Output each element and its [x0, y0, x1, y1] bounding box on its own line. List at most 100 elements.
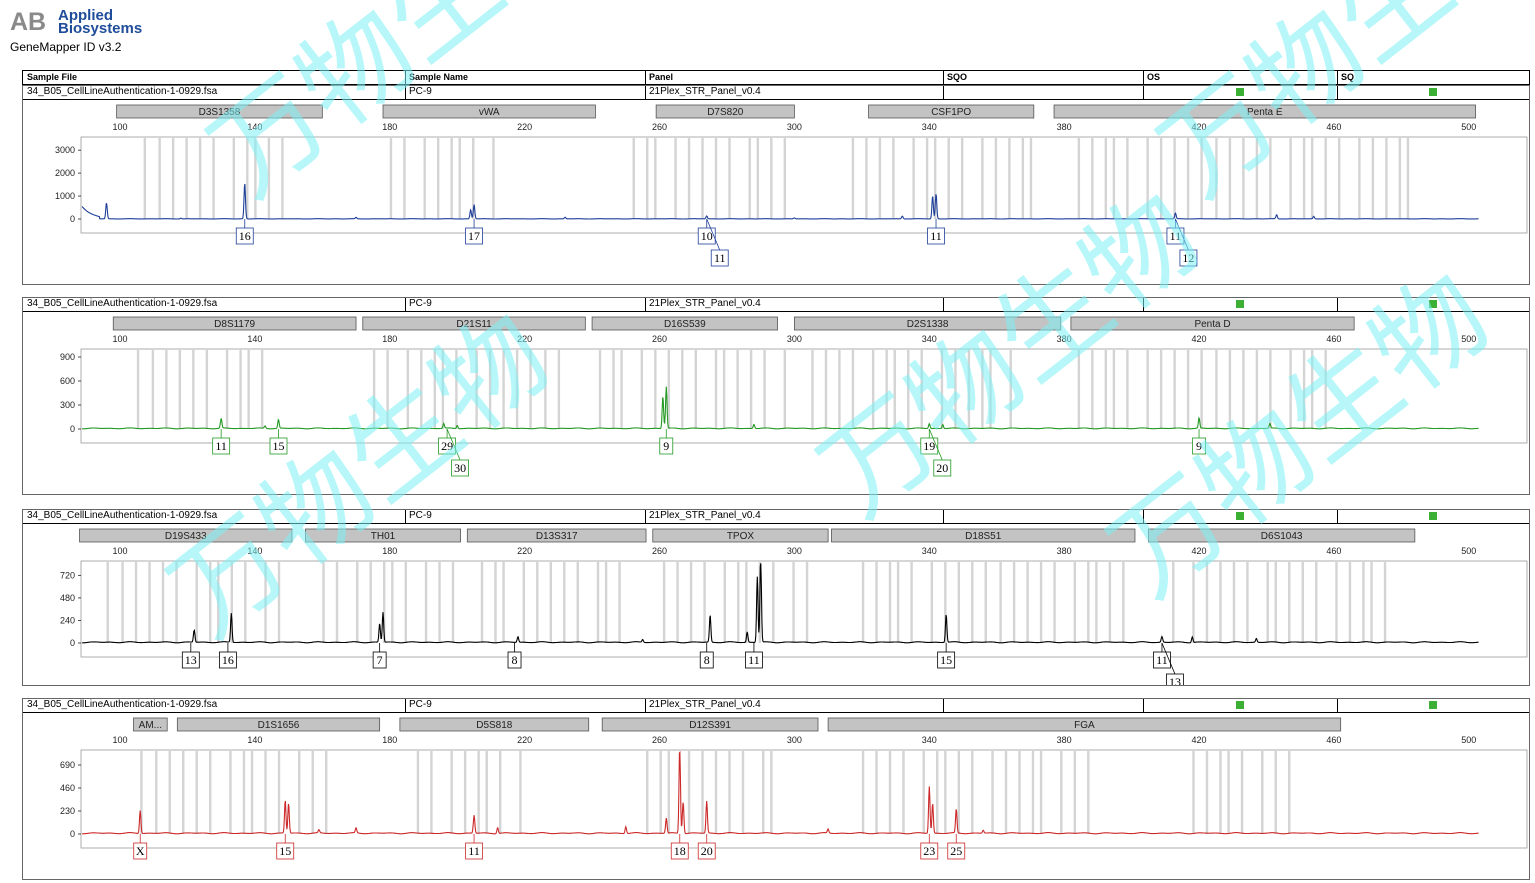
marker-bar[interactable]	[79, 528, 293, 543]
marker-bar[interactable]	[1070, 316, 1355, 331]
allele-call-label[interactable]: 23	[923, 844, 935, 858]
allele-call-box[interactable]	[1179, 249, 1198, 267]
allele-call-label[interactable]: 25	[950, 844, 962, 858]
allele-call-label[interactable]: 11	[930, 229, 942, 243]
marker-bar[interactable]	[112, 316, 357, 331]
marker-label[interactable]: TPOX	[727, 531, 755, 542]
allele-call-box[interactable]	[933, 459, 952, 477]
marker-bar[interactable]	[601, 717, 819, 732]
marker-bar[interactable]	[362, 316, 586, 331]
marker-bar[interactable]	[305, 528, 461, 543]
allele-call-label[interactable]: 13	[185, 653, 197, 667]
marker-label[interactable]: D1S1656	[258, 720, 300, 731]
allele-call-box[interactable]	[465, 842, 483, 860]
marker-label[interactable]: vWA	[479, 107, 500, 118]
allele-call-box[interactable]	[276, 842, 295, 860]
marker-label[interactable]: D18S51	[965, 531, 1002, 542]
marker-label[interactable]: D6S1043	[1261, 531, 1303, 542]
marker-label[interactable]: Penta D	[1194, 319, 1230, 330]
column-sample-file[interactable]: Sample File	[27, 72, 78, 82]
marker-label[interactable]: D12S391	[689, 720, 731, 731]
allele-call-label[interactable]: 19	[923, 439, 935, 453]
allele-call-box[interactable]	[697, 227, 716, 245]
marker-label[interactable]: TH01	[371, 531, 396, 542]
os-quality-flag[interactable]	[1236, 300, 1244, 308]
allele-call-box[interactable]	[219, 651, 237, 669]
allele-call-label[interactable]: 17	[468, 229, 480, 243]
allele-call-box[interactable]	[235, 227, 254, 245]
allele-call-label[interactable]: 20	[936, 461, 948, 475]
marker-bar[interactable]	[652, 528, 829, 543]
sq-quality-flag[interactable]	[1429, 512, 1437, 520]
allele-call-label[interactable]: 10	[701, 229, 713, 243]
os-quality-flag[interactable]	[1236, 701, 1244, 709]
allele-call-box[interactable]	[451, 459, 469, 477]
allele-call-box[interactable]	[670, 842, 689, 860]
marker-bar[interactable]	[133, 717, 168, 732]
marker-bar[interactable]	[831, 528, 1136, 543]
allele-call-box[interactable]	[1166, 673, 1184, 685]
allele-call-label[interactable]: 13	[1169, 675, 1181, 685]
allele-call-label[interactable]: 8	[512, 653, 518, 667]
allele-call-label[interactable]: 9	[1196, 439, 1202, 453]
allele-call-box[interactable]	[659, 437, 674, 455]
allele-call-box[interactable]	[927, 227, 945, 245]
allele-call-label[interactable]: 11	[1156, 653, 1168, 667]
allele-call-label[interactable]: 11	[748, 653, 760, 667]
sq-quality-flag[interactable]	[1429, 701, 1437, 709]
marker-bar[interactable]	[655, 104, 795, 119]
marker-bar[interactable]	[591, 316, 778, 331]
marker-bar[interactable]	[116, 104, 323, 119]
marker-bar[interactable]	[827, 717, 1342, 732]
allele-call-label[interactable]: 29	[441, 439, 453, 453]
allele-call-box[interactable]	[920, 842, 939, 860]
column-panel[interactable]: Panel	[649, 72, 674, 82]
allele-call-box[interactable]	[269, 437, 288, 455]
allele-call-box[interactable]	[465, 227, 483, 245]
marker-label[interactable]: D3S1358	[199, 107, 241, 118]
allele-call-label[interactable]: 8	[704, 653, 710, 667]
allele-call-box[interactable]	[710, 249, 729, 267]
marker-label[interactable]: AM...	[139, 720, 162, 731]
marker-bar[interactable]	[1148, 528, 1416, 543]
marker-label[interactable]: D16S539	[664, 319, 706, 330]
marker-label[interactable]: D7S820	[707, 107, 744, 118]
marker-bar[interactable]	[1053, 104, 1476, 119]
allele-call-box[interactable]	[133, 842, 148, 860]
marker-label[interactable]: D13S317	[536, 531, 578, 542]
column-sq[interactable]: SQ	[1341, 72, 1355, 82]
allele-call-label[interactable]: 20	[701, 844, 713, 858]
os-quality-flag[interactable]	[1236, 88, 1244, 96]
allele-call-box[interactable]	[937, 651, 956, 669]
allele-call-box[interactable]	[1192, 437, 1206, 455]
allele-call-box[interactable]	[1153, 651, 1171, 669]
allele-call-box[interactable]	[181, 651, 200, 669]
column-os[interactable]: OS	[1147, 72, 1161, 82]
allele-call-label[interactable]: 16	[239, 229, 251, 243]
allele-call-box[interactable]	[745, 651, 763, 669]
allele-call-label[interactable]: 12	[1182, 251, 1194, 265]
marker-label[interactable]: FGA	[1074, 720, 1095, 731]
marker-label[interactable]: Penta E	[1247, 107, 1283, 118]
allele-call-label[interactable]: 15	[272, 439, 284, 453]
allele-call-box[interactable]	[697, 842, 716, 860]
marker-bar[interactable]	[868, 104, 1035, 119]
allele-call-label[interactable]: 11	[714, 251, 726, 265]
allele-call-label[interactable]: 7	[377, 653, 383, 667]
marker-label[interactable]: D2S1338	[907, 319, 949, 330]
allele-call-label[interactable]: X	[136, 844, 145, 858]
marker-label[interactable]: D8S1179	[214, 319, 255, 330]
sq-quality-flag[interactable]	[1429, 88, 1437, 96]
marker-bar[interactable]	[176, 717, 381, 732]
allele-call-box[interactable]	[372, 651, 387, 669]
allele-call-label[interactable]: 15	[940, 653, 952, 667]
allele-call-label[interactable]: 18	[674, 844, 686, 858]
allele-call-label[interactable]: 9	[663, 439, 669, 453]
allele-call-label[interactable]: 11	[468, 844, 480, 858]
marker-bar[interactable]	[794, 316, 1062, 331]
marker-bar[interactable]	[382, 104, 596, 119]
marker-bar[interactable]	[399, 717, 590, 732]
allele-call-box[interactable]	[507, 651, 522, 669]
marker-label[interactable]: D5S818	[476, 720, 513, 731]
allele-call-box[interactable]	[920, 437, 939, 455]
